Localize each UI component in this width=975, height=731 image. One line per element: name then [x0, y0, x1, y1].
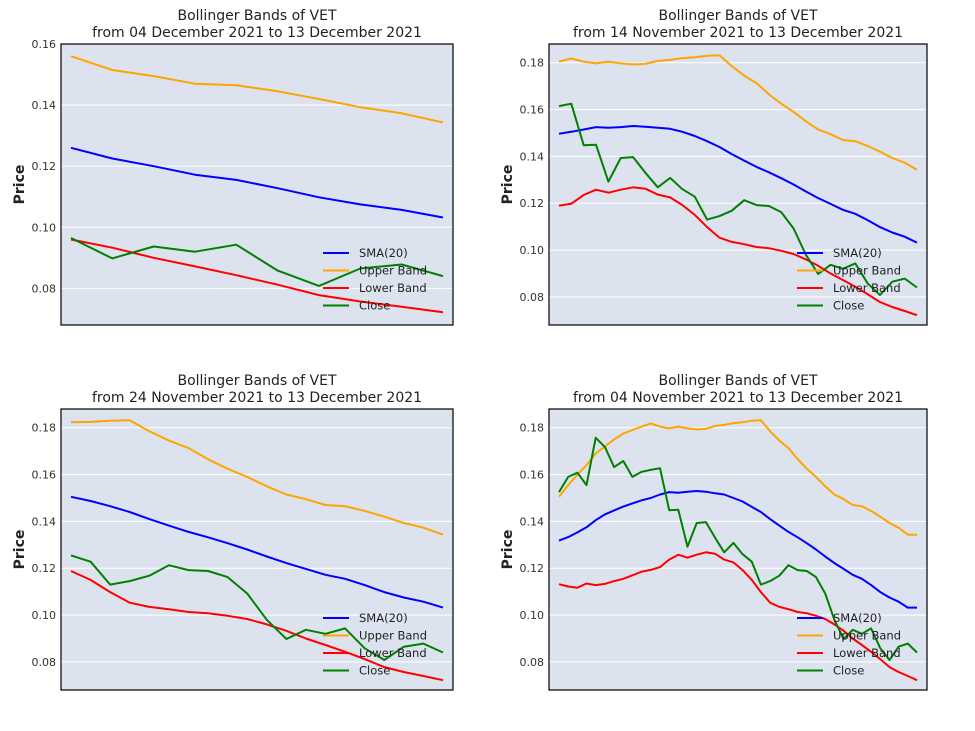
series-line-lower-band [70, 570, 444, 682]
chart-2: 0.08 0.10 0.12 0.14 0.16 0.18 Bollinger Bands … [500, 8, 928, 326]
y-tick-label: 0.18 [520, 57, 545, 70]
y-tick-label: 0.14 [32, 515, 57, 528]
legend: SMA(20) Upper Band Lower Band Close [797, 611, 901, 678]
series-line-lower-band [558, 551, 918, 682]
legend-label: Close [833, 664, 864, 678]
chart-title: Bollinger Bands of VET [177, 373, 336, 389]
chart-subtitle: from 04 November 2021 to 13 December 202… [573, 390, 903, 406]
y-tick-label: 0.18 [520, 422, 545, 435]
axes-frame [60, 43, 454, 326]
legend-label: SMA(20) [359, 246, 408, 260]
series-line-lower-band [558, 186, 918, 317]
y-tick-label: 0.12 [32, 562, 57, 575]
legend-label: Upper Band [359, 264, 427, 278]
y-tick-label: 0.10 [32, 221, 57, 234]
legend: SMA(20) Upper Band Lower Band Close [797, 246, 901, 313]
chart-3: 0.08 0.10 0.12 0.14 0.16 0.18 Bollinger Bands … [12, 373, 454, 691]
y-tick-label: 0.14 [520, 150, 545, 163]
chart-title: Bollinger Bands of VET [658, 8, 817, 24]
y-tick-label: 0.08 [520, 656, 545, 669]
y-tick-label: 0.08 [520, 291, 545, 304]
y-tick-label: 0.16 [520, 104, 545, 117]
legend-label: SMA(20) [359, 611, 408, 625]
y-tick-label: 0.18 [32, 422, 57, 435]
series-line-sma-20- [70, 495, 444, 609]
y-tick-label: 0.10 [32, 609, 57, 622]
legend: SMA(20) Upper Band Lower Band Close [323, 246, 427, 313]
plot-area [61, 409, 453, 690]
y-axis-label: Price [12, 165, 28, 205]
y-tick-label: 0.08 [32, 282, 57, 295]
legend-label: Upper Band [359, 629, 427, 643]
axes-frame [60, 408, 454, 691]
legend-label: Close [359, 299, 390, 313]
series-line-sma-20- [558, 125, 918, 244]
series-line-upper-band [70, 419, 444, 536]
y-axis-label: Price [500, 530, 516, 570]
legend-label: SMA(20) [833, 611, 882, 625]
chart-1: 0.08 0.10 0.12 0.14 0.16 Bollinger Bands of V… [12, 8, 454, 326]
y-tick-label: 0.14 [520, 515, 545, 528]
series-line-upper-band [558, 419, 917, 536]
y-tick-label: 0.10 [520, 609, 545, 622]
chart-4: 0.08 0.10 0.12 0.14 0.16 0.18 Bollinger Bands … [500, 373, 928, 691]
chart-subtitle: from 04 December 2021 to 13 December 202… [92, 25, 422, 41]
series-line-upper-band [70, 55, 444, 124]
series-line-close [558, 102, 918, 296]
legend-label: Upper Band [833, 264, 901, 278]
y-tick-label: 0.16 [32, 38, 57, 51]
series-line-sma-20- [558, 490, 917, 609]
y-axis-label: Price [500, 165, 516, 205]
legend-label: Lower Band [359, 281, 427, 295]
legend: SMA(20) Upper Band Lower Band Close [323, 611, 427, 678]
y-tick-label: 0.12 [520, 562, 545, 575]
chart-title: Bollinger Bands of VET [177, 8, 336, 24]
y-tick-label: 0.12 [520, 197, 545, 210]
chart-subtitle: from 24 November 2021 to 13 December 202… [92, 390, 422, 406]
legend-label: Lower Band [359, 646, 427, 660]
y-tick-label: 0.08 [32, 656, 57, 669]
legend-label: Upper Band [833, 629, 901, 643]
chart-subtitle: from 14 November 2021 to 13 December 202… [573, 25, 903, 41]
legend-label: Lower Band [833, 646, 901, 660]
series-line-close [70, 554, 444, 661]
series-line-upper-band [558, 54, 918, 171]
y-axis-label: Price [12, 530, 28, 570]
axes-frame [548, 408, 928, 691]
y-tick-label: 0.10 [520, 244, 545, 257]
y-tick-label: 0.14 [32, 99, 57, 112]
legend-label: Lower Band [833, 281, 901, 295]
y-tick-label: 0.16 [520, 469, 545, 482]
series-line-sma-20- [70, 146, 444, 219]
series-line-close [70, 237, 444, 287]
legend-label: Close [359, 664, 390, 678]
series-line-close [558, 436, 918, 661]
legend-label: Close [833, 299, 864, 313]
legend-label: SMA(20) [833, 246, 882, 260]
y-tick-label: 0.12 [32, 160, 57, 173]
axes-frame [548, 43, 928, 326]
y-tick-label: 0.16 [32, 469, 57, 482]
chart-title: Bollinger Bands of VET [658, 373, 817, 389]
